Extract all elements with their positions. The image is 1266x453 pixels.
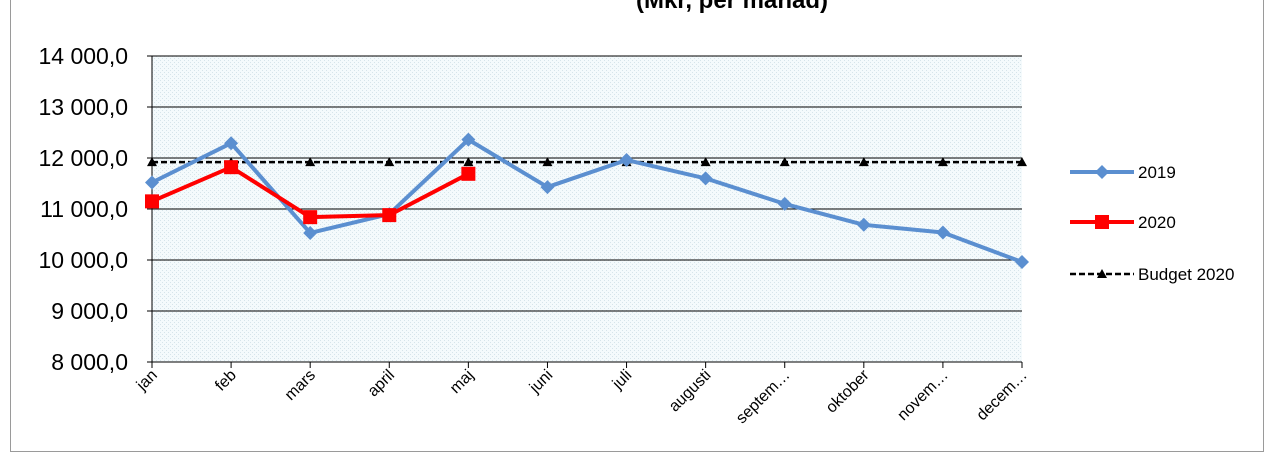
legend-item-2020: 2020	[1070, 213, 1176, 232]
y-tick-label: 13 000,0	[38, 94, 128, 120]
x-tick-label: feb	[212, 367, 240, 395]
legend-label: 2019	[1138, 163, 1176, 182]
data-point-2019	[856, 217, 871, 232]
x-axis: jan feb mars april maj juni juli augusti septem……	[133, 361, 1031, 427]
x-tick-label: jan	[133, 367, 161, 395]
legend-item-budget-2020: Budget 2020	[1070, 265, 1234, 284]
series-2020	[145, 160, 476, 225]
plot-area	[152, 55, 1022, 362]
data-point-2019	[698, 171, 713, 186]
legend-item-2019: 2019	[1070, 163, 1176, 182]
data-point-2019	[1015, 255, 1029, 270]
legend-swatch-marker	[1097, 269, 1107, 278]
x-tick-label: decem…	[974, 367, 1031, 424]
y-tick-label: 11 000,0	[40, 196, 128, 222]
y-tick-label: 14 000,0	[38, 43, 128, 69]
legend-swatch-marker	[1095, 165, 1109, 179]
legend: 2019 2020 Budget 2020	[1070, 163, 1234, 284]
x-tick-label: april	[365, 367, 398, 400]
legend-swatch-marker	[1095, 215, 1109, 229]
data-point-2019	[619, 153, 634, 168]
data-point-2020	[145, 194, 159, 209]
chart-frame	[10, 0, 1264, 452]
y-tick-label: 12 000,0	[38, 145, 128, 171]
data-point-budget-2020	[1017, 157, 1027, 167]
data-point-budget-2020	[384, 157, 395, 167]
x-tick-label: mars	[282, 367, 319, 404]
data-point-2020	[382, 208, 397, 223]
data-point-2019	[224, 136, 239, 151]
chart-title: (Mkr, per månad)	[636, 0, 828, 14]
y-tick-label: 8 000,0	[51, 349, 128, 375]
data-point-2019	[935, 225, 950, 240]
data-point-2019	[145, 175, 159, 190]
legend-label: Budget 2020	[1138, 265, 1234, 284]
y-tick-label: 10 000,0	[38, 247, 128, 273]
data-point-2020	[303, 210, 318, 225]
x-tick-label: maj	[447, 367, 477, 397]
x-tick-label: oktober	[823, 366, 873, 416]
data-point-2019	[777, 196, 792, 211]
x-tick-label: augusti	[666, 367, 715, 416]
legend-label: 2020	[1138, 213, 1176, 232]
data-point-2020	[224, 160, 239, 175]
data-point-2020	[461, 166, 476, 181]
data-point-budget-2020	[858, 157, 869, 167]
data-point-2019	[540, 180, 555, 195]
data-point-budget-2020	[779, 157, 790, 167]
series-line-2019	[151, 137, 1023, 264]
x-tick-label: novem…	[894, 367, 951, 424]
data-point-budget-2020	[700, 157, 711, 167]
x-tick-label: juni	[526, 367, 556, 397]
data-point-budget-2020	[147, 157, 157, 167]
data-point-budget-2020	[305, 157, 316, 167]
x-tick-label: septem…	[733, 367, 793, 427]
data-point-budget-2020	[542, 157, 553, 167]
series-layer	[145, 132, 1029, 270]
data-point-2019	[461, 132, 476, 147]
x-tick-label: juli	[609, 367, 636, 394]
y-tick-label: 9 000,0	[51, 298, 128, 324]
data-point-budget-2020	[463, 157, 474, 167]
y-axis: 8 000,0 9 000,0 10 000,0 11 000,0 12 000,0 13…	[38, 43, 153, 375]
data-point-2019	[303, 225, 318, 240]
data-point-budget-2020	[937, 157, 948, 167]
